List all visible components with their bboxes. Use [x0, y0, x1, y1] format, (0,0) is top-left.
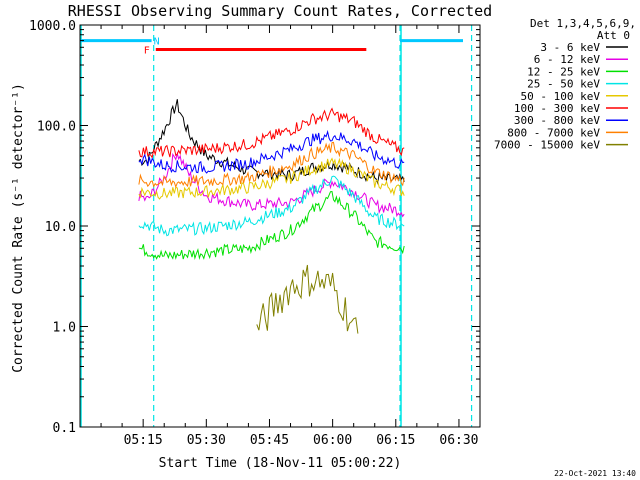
series-line-6 — [138, 129, 405, 174]
series-line-4 — [138, 157, 405, 200]
legend-label-7: 800 - 7000 keV — [507, 126, 600, 139]
legend-header-line-1: Det 1,3,4,5,6,9, — [530, 17, 636, 30]
series-line-5 — [138, 107, 405, 159]
legend-label-1: 6 - 12 keV — [534, 53, 601, 66]
legend-label-6: 300 - 800 keV — [514, 114, 600, 127]
footer-date: 22-Oct-2021 13:40 — [554, 469, 636, 478]
x-tick-label-0: 05:15 — [124, 433, 163, 448]
y-tick-label-3: 1.0 — [53, 321, 76, 336]
y-tick-label-4: 0.1 — [53, 421, 76, 436]
legend-label-0: 3 - 6 keV — [540, 41, 600, 54]
y-tick-label-2: 10.0 — [45, 220, 76, 235]
x-tick-label-4: 06:15 — [376, 433, 415, 448]
legend-label-8: 7000 - 15000 keV — [494, 139, 600, 152]
series-line-2 — [138, 190, 405, 260]
legend-label-4: 50 - 100 keV — [521, 90, 601, 103]
legend-label-3: 25 - 50 keV — [527, 78, 600, 91]
y-axis-label: Corrected Count Rate (s⁻¹ detector⁻¹) — [11, 83, 26, 373]
x-axis-label: Start Time (18-Nov-11 05:00:22) — [159, 456, 402, 471]
chart-title: RHESSI Observing Summary Count Rates, Co… — [68, 2, 492, 20]
flag-label-f: F — [144, 46, 150, 57]
x-tick-label-3: 06:00 — [313, 433, 352, 448]
series-line-0 — [138, 99, 405, 185]
flag-label-n: N — [154, 37, 160, 48]
series-line-1 — [138, 151, 405, 218]
y-tick-label-1: 100.0 — [37, 120, 76, 135]
plot-frame — [79, 24, 481, 428]
y-tick-label-0: 1000.0 — [29, 19, 76, 34]
series-lines — [138, 99, 405, 334]
x-tick-label-5: 06:30 — [439, 433, 478, 448]
legend-header-line-2: Att 0 — [597, 29, 630, 42]
series-line-3 — [138, 175, 405, 237]
x-tick-label-1: 05:30 — [187, 433, 226, 448]
series-line-8 — [256, 264, 359, 334]
legend-label-5: 100 - 300 keV — [514, 102, 600, 115]
x-tick-label-2: 05:45 — [250, 433, 289, 448]
series-line-7 — [138, 141, 405, 189]
legend-label-2: 12 - 25 keV — [527, 65, 600, 78]
